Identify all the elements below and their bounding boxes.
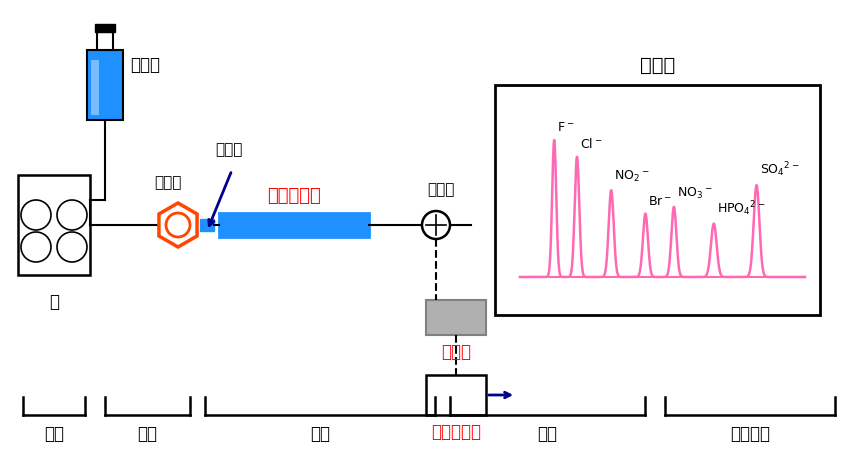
Bar [87, 50, 123, 120]
Text: 离子色谱柱: 离子色谱柱 [267, 187, 321, 205]
Bar [95, 24, 115, 32]
Text: HPO$_4$$^{2-}$: HPO$_4$$^{2-}$ [717, 199, 766, 218]
Circle shape [422, 211, 450, 239]
Text: 输液: 输液 [44, 425, 64, 443]
Bar [200, 219, 214, 231]
Bar [426, 375, 486, 415]
Text: 分离: 分离 [310, 425, 330, 443]
Text: Br$^-$: Br$^-$ [649, 195, 673, 208]
Bar [495, 85, 820, 315]
Bar [18, 175, 90, 275]
Text: 抑制器: 抑制器 [441, 343, 471, 361]
Text: 进样器: 进样器 [154, 175, 182, 190]
Text: 电导检测器: 电导检测器 [431, 423, 481, 441]
Bar [97, 32, 113, 50]
Text: 流动相: 流动相 [130, 56, 160, 74]
Text: 泵: 泵 [49, 293, 59, 311]
Bar [426, 300, 486, 335]
Bar [219, 213, 369, 237]
Text: 检测: 检测 [538, 425, 557, 443]
Text: F$^-$: F$^-$ [557, 121, 574, 134]
Circle shape [57, 232, 87, 262]
Text: 保护柱: 保护柱 [215, 142, 243, 157]
Text: 进样: 进样 [137, 425, 158, 443]
Circle shape [57, 200, 87, 230]
Circle shape [21, 200, 51, 230]
Circle shape [21, 232, 51, 262]
Text: Cl$^-$: Cl$^-$ [580, 137, 602, 151]
Text: NO$_2$$^-$: NO$_2$$^-$ [614, 169, 650, 184]
Circle shape [166, 213, 190, 237]
Bar [91, 60, 99, 115]
Text: 数据记录: 数据记录 [730, 425, 770, 443]
Text: 检测池: 检测池 [428, 182, 455, 197]
Text: 色谱图: 色谱图 [639, 55, 675, 75]
Polygon shape [159, 203, 197, 247]
Text: SO$_4$$^{2-}$: SO$_4$$^{2-}$ [760, 160, 799, 179]
Text: NO$_3$$^-$: NO$_3$$^-$ [677, 186, 712, 201]
